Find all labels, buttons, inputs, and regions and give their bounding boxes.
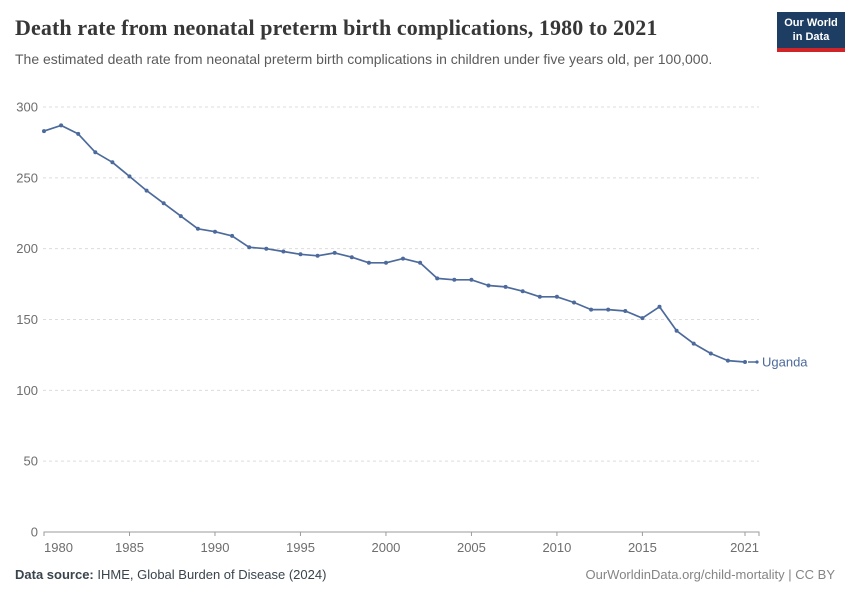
- data-point[interactable]: [384, 260, 388, 265]
- data-point[interactable]: [691, 341, 696, 346]
- x-axis-tick-label: 2015: [628, 540, 657, 555]
- data-point[interactable]: [298, 252, 303, 257]
- data-point[interactable]: [213, 229, 217, 234]
- data-point[interactable]: [623, 309, 628, 313]
- y-axis-tick-label: 250: [16, 170, 38, 185]
- data-point[interactable]: [178, 214, 183, 219]
- data-point[interactable]: [127, 174, 132, 179]
- owid-logo-line2: in Data: [792, 31, 830, 44]
- y-axis-tick-label: 300: [16, 100, 38, 115]
- data-point[interactable]: [230, 233, 235, 238]
- y-axis-tick-label: 150: [16, 312, 38, 327]
- data-point[interactable]: [418, 260, 423, 265]
- data-point[interactable]: [247, 245, 252, 250]
- y-axis-tick-label: 100: [16, 383, 38, 398]
- y-axis-tick-label: 50: [24, 454, 38, 469]
- data-point[interactable]: [315, 253, 320, 258]
- data-point[interactable]: [708, 351, 713, 356]
- data-point[interactable]: [589, 307, 594, 312]
- x-axis-tick-label: 2010: [542, 540, 571, 555]
- owid-logo-line1: Our World: [784, 17, 838, 29]
- data-point[interactable]: [161, 201, 166, 206]
- label-connector-end: [755, 360, 759, 364]
- credit-link[interactable]: OurWorldinData.org/child-mortality | CC …: [585, 567, 836, 582]
- x-axis-tick-label: 2005: [457, 540, 486, 555]
- data-point[interactable]: [401, 256, 405, 261]
- x-axis-tick-label: 1985: [115, 540, 144, 555]
- data-point[interactable]: [195, 226, 200, 231]
- data-point[interactable]: [281, 249, 286, 254]
- data-point[interactable]: [572, 300, 576, 305]
- data-point[interactable]: [640, 316, 645, 321]
- data-point[interactable]: [520, 289, 525, 294]
- data-source-text: Data source: IHME, Global Burden of Dise…: [15, 567, 326, 582]
- data-point[interactable]: [264, 246, 269, 251]
- chart-footer: Data source: IHME, Global Burden of Dise…: [15, 567, 835, 582]
- data-point[interactable]: [537, 294, 542, 299]
- data-point[interactable]: [144, 188, 149, 193]
- data-point[interactable]: [349, 255, 354, 260]
- data-point[interactable]: [743, 360, 747, 364]
- data-point[interactable]: [725, 358, 730, 363]
- data-point[interactable]: [366, 260, 371, 265]
- y-axis-tick-label: 200: [16, 241, 38, 256]
- y-axis-tick-label: 0: [31, 525, 38, 540]
- x-axis-tick-label: 1990: [201, 540, 230, 555]
- data-point[interactable]: [435, 276, 440, 281]
- entity-label[interactable]: Uganda: [762, 355, 808, 370]
- x-axis-line: [43, 531, 760, 536]
- data-point[interactable]: [486, 283, 491, 288]
- data-source-label: Data source:: [15, 567, 94, 582]
- chart-title: Death rate from neonatal preterm birth c…: [15, 15, 658, 40]
- data-point[interactable]: [110, 160, 115, 165]
- series-line[interactable]: [43, 124, 746, 363]
- x-axis-tick-label: 2021: [730, 540, 759, 555]
- x-axis-tick-label: 1995: [286, 540, 315, 555]
- x-axis-tick-label: 1980: [44, 540, 73, 555]
- data-source-value: IHME, Global Burden of Disease (2024): [93, 567, 327, 582]
- data-point[interactable]: [76, 131, 81, 136]
- data-point[interactable]: [554, 294, 559, 299]
- data-point[interactable]: [657, 304, 662, 309]
- chart-subtitle: The estimated death rate from neonatal p…: [15, 51, 713, 67]
- data-point[interactable]: [503, 284, 508, 289]
- data-point[interactable]: [674, 328, 679, 333]
- data-point[interactable]: [332, 250, 337, 255]
- data-point[interactable]: [42, 129, 46, 134]
- owid-logo[interactable]: Our World in Data: [777, 12, 845, 52]
- data-point[interactable]: [59, 123, 64, 128]
- x-axis-tick-label: 2000: [371, 540, 400, 555]
- data-point[interactable]: [606, 307, 611, 312]
- data-point[interactable]: [452, 277, 457, 282]
- data-point[interactable]: [469, 277, 474, 282]
- data-point[interactable]: [93, 150, 98, 155]
